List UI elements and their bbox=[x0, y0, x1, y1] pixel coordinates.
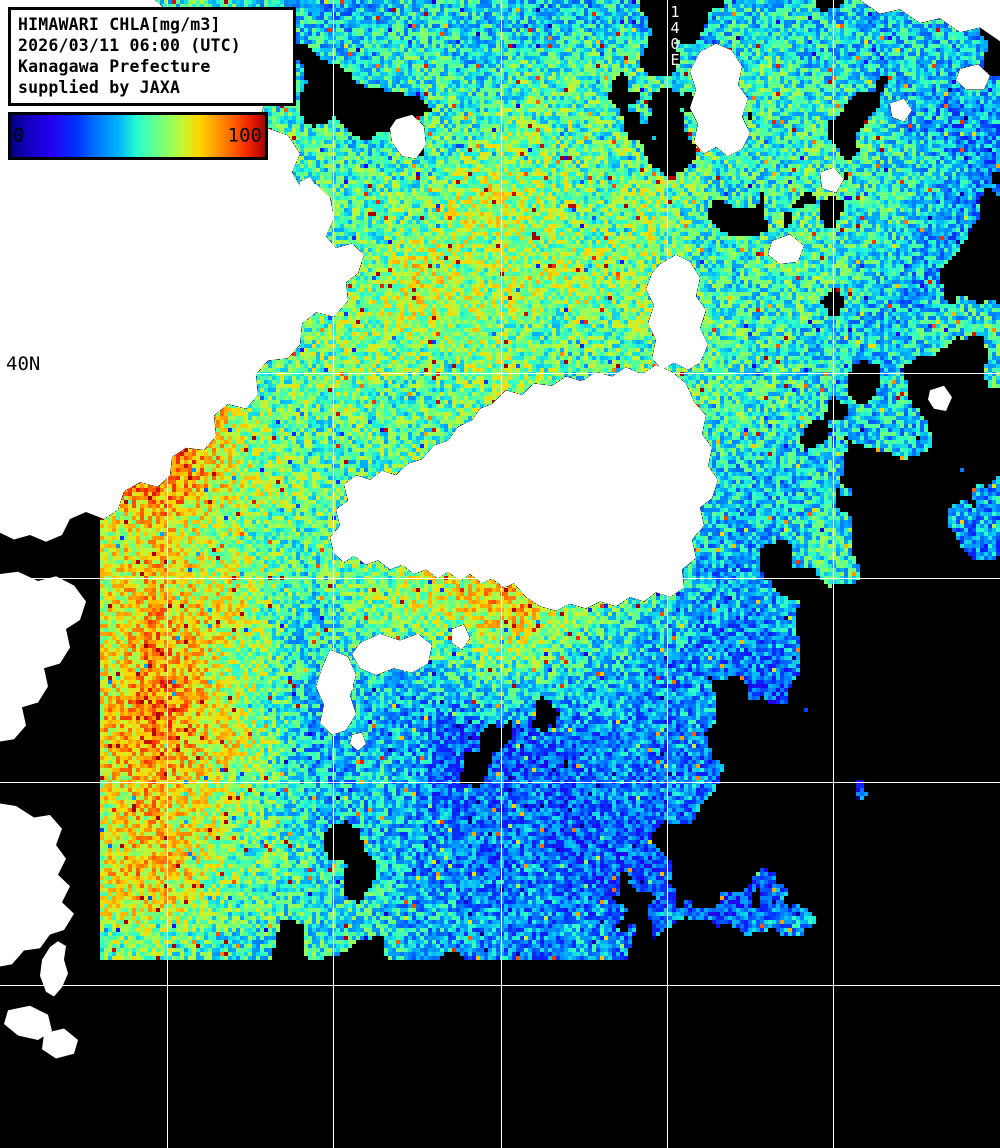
colorbar-min-label: 0 bbox=[13, 124, 25, 147]
title-line-provider: supplied by JAXA bbox=[18, 78, 181, 97]
title-line-region: Kanagawa Prefecture bbox=[18, 57, 211, 76]
title-line-product: HIMAWARI CHLA[mg/m3] bbox=[18, 15, 221, 34]
map-title-box: HIMAWARI CHLA[mg/m3] 2026/03/11 06:00 (U… bbox=[8, 7, 296, 106]
longitude-label-0: 140E bbox=[666, 3, 684, 67]
colorbar: 0 100 bbox=[8, 112, 268, 160]
colorbar-gradient bbox=[11, 115, 265, 157]
colorbar-max-label: 100 bbox=[227, 124, 262, 147]
latitude-label-0: 40N bbox=[6, 353, 41, 375]
title-line-datetime: 2026/03/11 06:00 (UTC) bbox=[18, 36, 241, 55]
longitude-label-1: 140E bbox=[666, 255, 684, 319]
